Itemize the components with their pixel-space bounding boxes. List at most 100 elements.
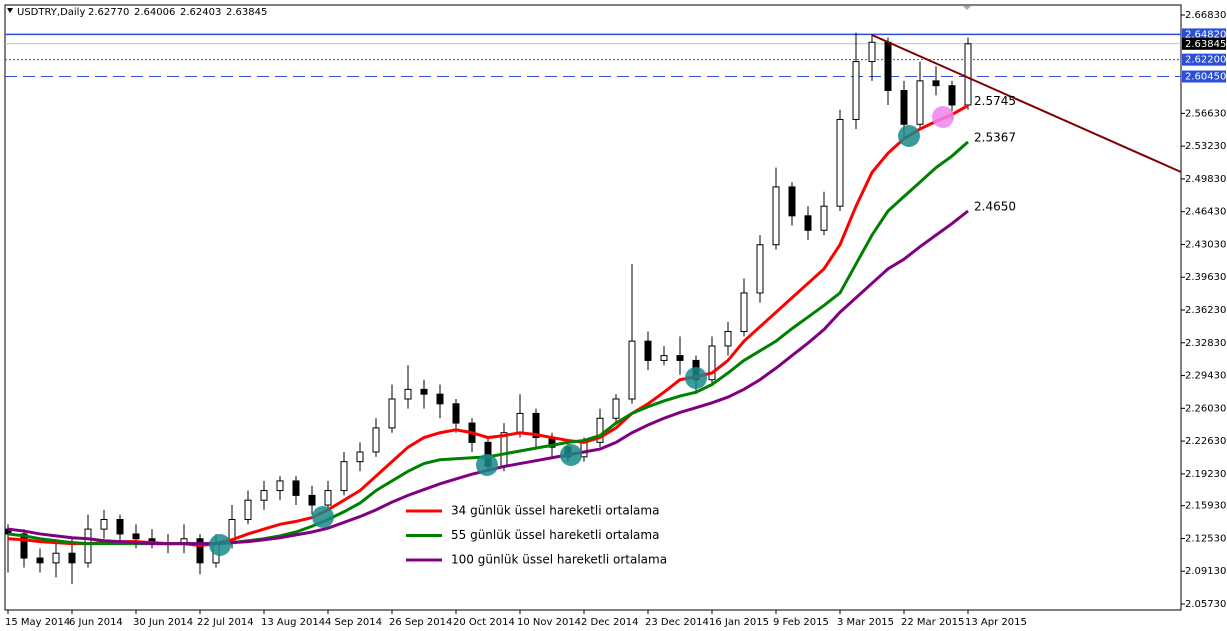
touch-marker	[209, 534, 231, 556]
candle-body	[836, 118, 844, 207]
candle-body	[292, 480, 300, 496]
x-tick-label: 10 Nov 2014	[517, 617, 581, 628]
level-label: 2.63845	[1185, 39, 1226, 50]
y-tick-label: 2.26030	[1185, 403, 1226, 414]
candle-body	[516, 412, 524, 434]
candle-body	[964, 43, 972, 106]
candle-body	[644, 340, 652, 361]
level-label: 2.62200	[1185, 55, 1226, 66]
y-tick-label: 2.43030	[1185, 239, 1226, 250]
x-tick-label: 6 Jun 2014	[69, 617, 123, 628]
candle-body	[388, 398, 396, 429]
y-tick-label: 2.15930	[1185, 501, 1226, 512]
level-label-box	[1182, 53, 1226, 66]
touch-marker	[932, 106, 954, 128]
candle-body	[772, 186, 780, 246]
level-label: 2.60450	[1185, 72, 1226, 83]
trend-line	[871, 34, 1182, 173]
legend-label: 34 günlük üssel hareketli ortalama	[451, 504, 659, 518]
candle-body	[36, 557, 44, 564]
candle-body	[276, 480, 284, 492]
y-tick-label: 2.56630	[1185, 108, 1226, 119]
x-tick-label: 23 Dec 2014	[645, 617, 709, 628]
x-tick-label: 26 Sep 2014	[389, 617, 452, 628]
candle-body	[948, 85, 956, 106]
candle-body	[84, 528, 92, 564]
candle-body	[308, 494, 316, 506]
touch-marker	[312, 506, 334, 528]
candle-body	[68, 552, 76, 564]
menu-arrow[interactable]	[7, 8, 13, 13]
symbol: USDTRY,Daily	[17, 7, 85, 18]
x-tick-label: 30 Jun 2014	[133, 617, 193, 628]
x-tick-label: 13 Aug 2014	[261, 617, 325, 628]
y-tick-label: 2.39630	[1185, 272, 1226, 283]
touch-marker	[898, 125, 920, 147]
x-tick-label: 22 Jul 2014	[197, 617, 254, 628]
candle-body	[708, 345, 716, 381]
candle-body	[356, 451, 364, 463]
candle-body	[868, 41, 876, 63]
y-tick-label: 2.19230	[1185, 469, 1226, 480]
ma-end-label: 2.5367	[974, 130, 1016, 144]
y-tick-label: 2.32830	[1185, 338, 1226, 349]
quote-low: 2.62403	[180, 7, 221, 18]
quote-high: 2.64006	[134, 7, 175, 18]
x-tick-label: 16 Jan 2015	[709, 617, 769, 628]
candle-body	[612, 398, 620, 419]
candle-body	[260, 490, 268, 501]
candle-body	[500, 432, 508, 467]
y-tick-label: 2.09130	[1185, 566, 1226, 577]
level-label-box	[1182, 28, 1226, 41]
candle-body	[404, 388, 412, 400]
y-tick-label: 2.05730	[1185, 599, 1226, 610]
touch-marker	[476, 454, 498, 476]
level-label-box	[1182, 70, 1226, 83]
candle-body	[740, 292, 748, 333]
x-tick-label: 9 Feb 2015	[773, 617, 829, 628]
candle-body	[420, 388, 428, 395]
candle-body	[676, 355, 684, 361]
x-tick-label: 13 Apr 2015	[965, 617, 1027, 628]
touch-marker	[560, 444, 582, 466]
y-tick-label: 2.49830	[1185, 174, 1226, 185]
candle-body	[804, 215, 812, 231]
x-tick-label: 22 Mar 2015	[901, 617, 964, 628]
plot-frame	[4, 4, 1182, 611]
candle-body	[932, 80, 940, 87]
x-tick-label: 15 May 2014	[5, 617, 70, 628]
candle-body	[116, 518, 124, 535]
legend-label: 55 günlük üssel hareketli ortalama	[451, 528, 659, 542]
candle-body	[660, 355, 668, 361]
y-tick-label: 2.22630	[1185, 436, 1226, 447]
candle-body	[628, 340, 636, 400]
y-tick-label: 2.46430	[1185, 207, 1226, 218]
candle-body	[340, 461, 348, 492]
candle-body	[788, 186, 796, 217]
x-tick-label: 4 Sep 2014	[325, 617, 382, 628]
candle-body	[244, 499, 252, 520]
ma-end-label: 2.4650	[974, 200, 1016, 214]
ma-end-label: 2.5745	[974, 94, 1016, 108]
x-tick-label: 2 Dec 2014	[581, 617, 639, 628]
y-tick-label: 2.29430	[1185, 371, 1226, 382]
candle-body	[100, 518, 108, 530]
shift-marker	[963, 6, 971, 10]
x-tick-label: 20 Oct 2014	[453, 617, 515, 628]
legend-label: 100 günlük üssel hareketli ortalama	[451, 553, 667, 567]
candle-body	[916, 80, 924, 125]
candle-body	[756, 244, 764, 294]
y-tick-label: 2.66830	[1185, 10, 1226, 21]
level-label: 2.64820	[1185, 29, 1226, 40]
candle-body	[324, 490, 332, 506]
candle-body	[852, 61, 860, 120]
candle-body	[452, 403, 460, 424]
candle-body	[900, 90, 908, 125]
touch-marker	[685, 367, 707, 389]
y-tick-label: 2.36230	[1185, 305, 1226, 316]
quote-open: 2.62770	[88, 7, 129, 18]
quote-close: 2.63845	[226, 7, 267, 18]
candle-body	[132, 533, 140, 540]
